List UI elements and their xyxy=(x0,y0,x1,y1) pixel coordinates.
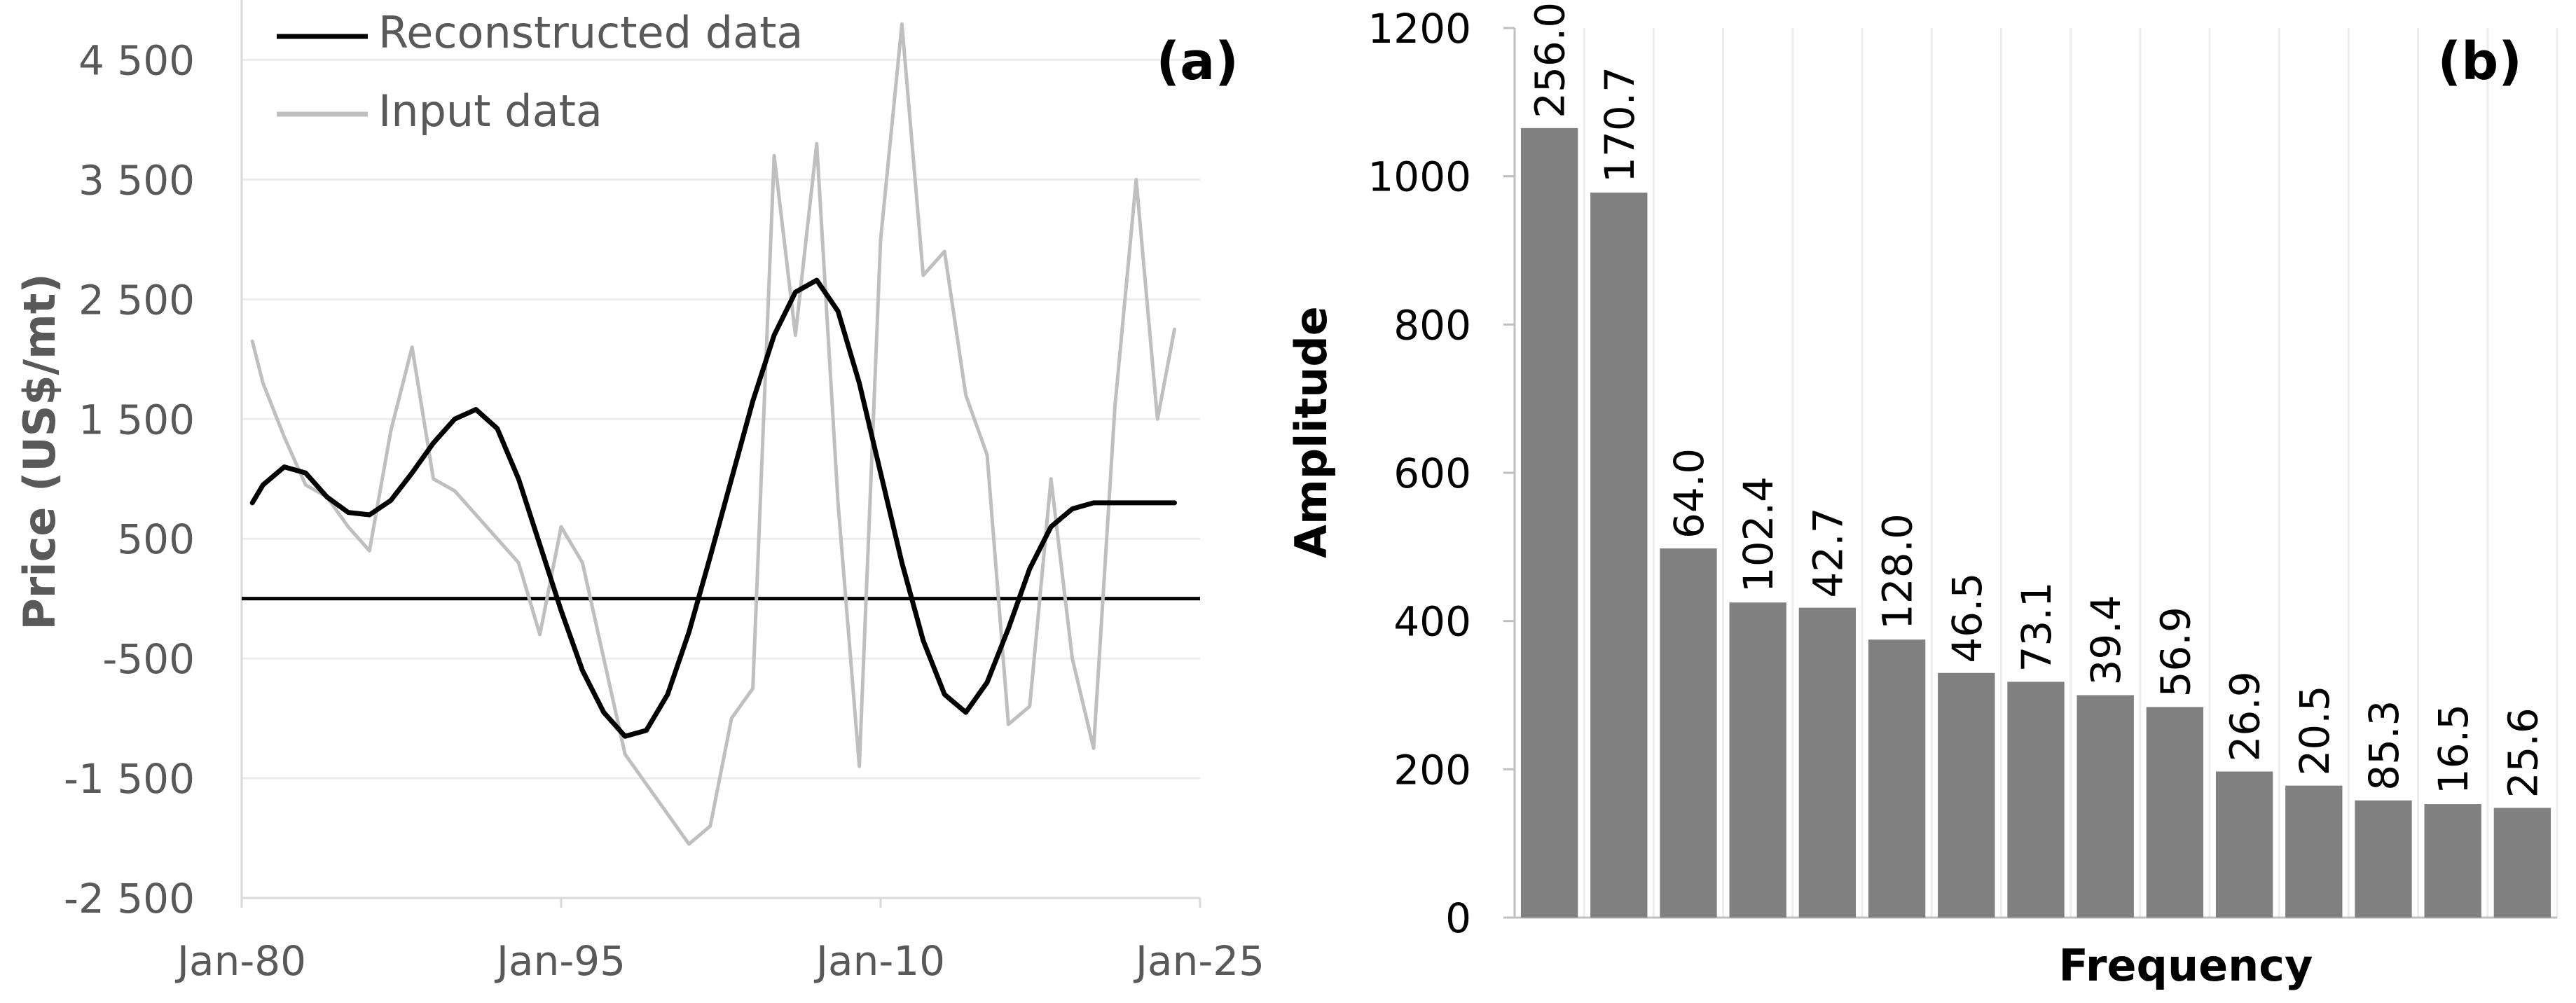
y-tick-label: 1000 xyxy=(1368,153,1471,201)
x-tick-label: Jan-10 xyxy=(814,937,945,985)
y-tick-label: 600 xyxy=(1393,450,1471,497)
bar xyxy=(2076,695,2134,918)
panel-label-a: (a) xyxy=(1156,32,1239,92)
legend: Reconstructed data Input data xyxy=(277,7,803,137)
bar xyxy=(1729,602,1786,918)
bar-data-label: 42.7 xyxy=(1804,507,1852,597)
y-tick-labels: 4 500 3 500 2 500 1 500 500 -500 -1 500 -2 500 xyxy=(64,36,195,922)
bar-data-label: 102.4 xyxy=(1735,476,1782,593)
bar xyxy=(1938,672,1995,918)
y-tick-label: 4 500 xyxy=(78,36,195,84)
series-lines xyxy=(242,22,1200,846)
bar xyxy=(2424,804,2481,918)
y-axis-title-b: Amplitude xyxy=(1286,306,1337,558)
axes xyxy=(240,0,1201,908)
bar-data-label: 73.1 xyxy=(2013,581,2060,672)
y-tick-label: 200 xyxy=(1393,746,1471,794)
y-tick-labels: 0 200 400 600 800 1000 1200 xyxy=(1368,5,1471,942)
bar-data-label: 56.9 xyxy=(2151,607,2199,697)
y-tick-label: 3 500 xyxy=(78,156,195,204)
y-tick-label: 0 xyxy=(1445,894,1471,942)
bar-data-label: 128.0 xyxy=(1874,513,1922,630)
y-tick-label: 2 500 xyxy=(78,276,195,324)
bar xyxy=(1798,607,1857,918)
bar xyxy=(2493,808,2551,918)
bar-data-label: 26.9 xyxy=(2222,671,2269,761)
x-tick-label: Jan-80 xyxy=(175,937,306,985)
y-tick-label: 1 500 xyxy=(78,396,195,443)
y-tick-label: 1200 xyxy=(1368,5,1471,53)
y-tick-label: -2 500 xyxy=(64,875,195,922)
bar xyxy=(2146,707,2204,918)
bar xyxy=(2285,785,2343,918)
reconstructed-data-line xyxy=(249,277,1177,739)
bar-data-label: 46.5 xyxy=(1943,573,1991,663)
bar-data-label: 25.6 xyxy=(2499,707,2547,798)
y-gridlines xyxy=(242,58,1200,899)
x-tick-label: Jan-95 xyxy=(495,937,626,985)
y-tick-label: -500 xyxy=(102,635,195,683)
bars xyxy=(1520,127,2551,918)
bar-data-label: 16.5 xyxy=(2430,704,2477,794)
bar xyxy=(2007,682,2065,918)
bar-data-label: 64.0 xyxy=(1665,448,1713,539)
bar-data-label: 20.5 xyxy=(2291,685,2339,775)
panel-label-b: (b) xyxy=(2437,32,2522,92)
y-tick-label: 800 xyxy=(1393,301,1471,349)
bar-data-label: 256.0 xyxy=(1527,2,1574,118)
bar xyxy=(2215,771,2273,918)
bar-data-label: 85.3 xyxy=(2360,700,2408,791)
bar-data-labels: 256.0 170.7 64.0 102.4 42.7 128.0 46.5 73.1 39.4… xyxy=(1527,2,2547,798)
bar-data-label: 170.7 xyxy=(1596,67,1644,183)
x-tick-label: Jan-25 xyxy=(1134,937,1265,985)
bar xyxy=(1520,127,1578,918)
bar xyxy=(1660,548,1717,918)
legend-label-input: Input data xyxy=(378,85,602,137)
bar xyxy=(1590,192,1648,918)
y-axis-title-a: Price (US$/mt) xyxy=(14,273,65,630)
bar xyxy=(2355,800,2412,918)
x-axis-title-b: Frequency xyxy=(2059,940,2313,991)
bar xyxy=(1868,639,1926,918)
y-tick-label: 500 xyxy=(117,516,195,563)
x-tick-labels: Jan-80 Jan-95 Jan-10 Jan-25 xyxy=(175,937,1265,985)
amplitude-bar-chart: 0 200 400 600 800 1000 1200 256.0 170.7 64.0 102.… xyxy=(1286,2,2558,991)
y-tick-label: -1 500 xyxy=(64,755,195,803)
legend-label-reconstructed: Reconstructed data xyxy=(378,7,803,58)
bar-data-label: 39.4 xyxy=(2082,595,2130,685)
y-tick-label: 400 xyxy=(1393,598,1471,646)
input-data-line xyxy=(250,22,1176,846)
